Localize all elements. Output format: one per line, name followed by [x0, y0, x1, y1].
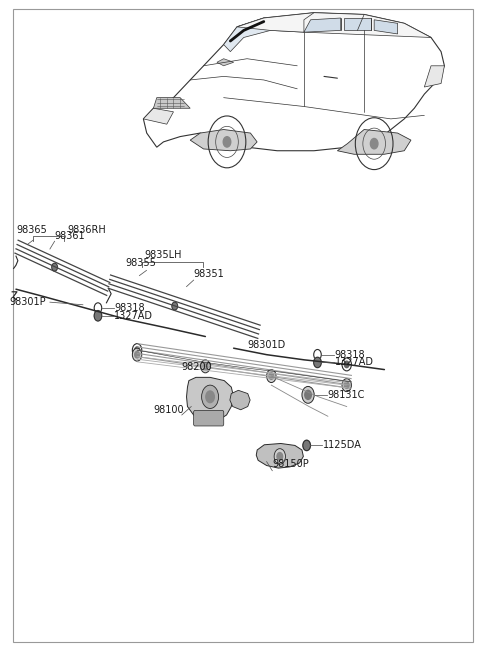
- Polygon shape: [304, 18, 341, 32]
- Circle shape: [344, 361, 349, 368]
- Polygon shape: [374, 20, 397, 34]
- Circle shape: [201, 360, 210, 373]
- Text: 98318: 98318: [114, 303, 145, 313]
- Polygon shape: [230, 391, 250, 409]
- Circle shape: [172, 302, 178, 310]
- Circle shape: [203, 363, 208, 370]
- Circle shape: [135, 352, 139, 358]
- Text: 98100: 98100: [154, 405, 184, 415]
- Polygon shape: [144, 13, 444, 151]
- Polygon shape: [424, 66, 444, 87]
- Text: 98301P: 98301P: [10, 297, 46, 307]
- Circle shape: [202, 385, 218, 408]
- Polygon shape: [256, 443, 303, 468]
- Text: 98150P: 98150P: [272, 460, 309, 469]
- Circle shape: [274, 449, 286, 464]
- Text: 98301D: 98301D: [248, 340, 286, 350]
- Polygon shape: [237, 13, 431, 38]
- Text: 98355: 98355: [125, 258, 156, 268]
- Text: 98131C: 98131C: [328, 390, 365, 400]
- Circle shape: [303, 440, 311, 450]
- Circle shape: [342, 379, 351, 392]
- Circle shape: [266, 370, 276, 383]
- Text: 1125DA: 1125DA: [323, 441, 362, 450]
- Circle shape: [305, 391, 312, 400]
- Circle shape: [344, 382, 349, 389]
- Polygon shape: [344, 18, 371, 31]
- Text: 9836RH: 9836RH: [67, 225, 106, 235]
- Text: 98351: 98351: [193, 269, 224, 279]
- Circle shape: [94, 311, 102, 321]
- Circle shape: [269, 373, 274, 380]
- Text: 98200: 98200: [182, 362, 213, 372]
- FancyBboxPatch shape: [193, 410, 224, 426]
- Text: 1327AD: 1327AD: [335, 357, 373, 367]
- Text: 98365: 98365: [16, 225, 47, 235]
- Polygon shape: [337, 130, 411, 154]
- Circle shape: [206, 391, 215, 402]
- Text: 98318: 98318: [335, 350, 365, 359]
- Text: 9835LH: 9835LH: [144, 250, 181, 260]
- Polygon shape: [187, 378, 234, 421]
- Circle shape: [277, 452, 283, 460]
- Polygon shape: [144, 108, 173, 124]
- Text: 1327AD: 1327AD: [114, 311, 154, 321]
- Polygon shape: [217, 59, 234, 66]
- Polygon shape: [190, 130, 257, 151]
- Circle shape: [52, 263, 58, 271]
- Circle shape: [302, 387, 314, 403]
- Circle shape: [371, 139, 378, 149]
- Polygon shape: [154, 98, 190, 108]
- Circle shape: [135, 347, 139, 353]
- Circle shape: [132, 348, 142, 361]
- Polygon shape: [224, 18, 304, 51]
- Text: 98361: 98361: [55, 230, 85, 241]
- Circle shape: [314, 357, 321, 368]
- Circle shape: [223, 137, 231, 147]
